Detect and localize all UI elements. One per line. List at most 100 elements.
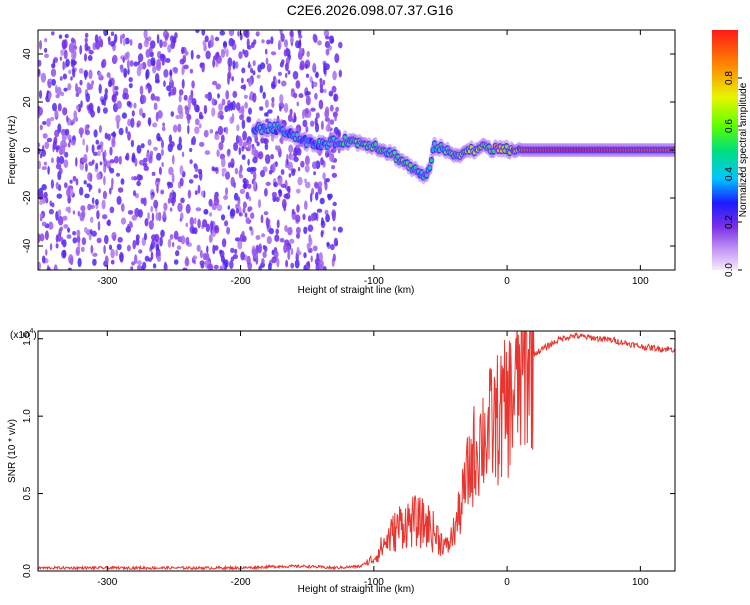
spectrogram-cell <box>330 244 335 251</box>
spectrogram-cell <box>131 261 136 266</box>
spectrogram-cell <box>88 69 93 80</box>
spectrogram-cell <box>169 75 173 83</box>
spectrogram-cell <box>167 238 172 248</box>
spectrogram-cell <box>193 174 199 179</box>
spectrogram-cell <box>75 178 79 186</box>
spectrogram-cell <box>212 80 218 86</box>
spectrogram-cell <box>96 172 101 181</box>
spectrogram-cell <box>314 183 319 189</box>
spectrogram-cell <box>103 175 106 186</box>
spectrogram-cell <box>304 63 309 69</box>
spectrogram-cell <box>253 179 257 190</box>
spectrogram-cell <box>312 81 318 88</box>
spectrogram-cell <box>211 97 215 106</box>
spectrogram-cell <box>168 91 171 97</box>
spectrogram-cell <box>257 151 264 160</box>
spectrogram-cell <box>191 227 196 234</box>
spectrogram-cell <box>103 244 106 255</box>
spectrogram-cell <box>133 190 136 197</box>
spectrogram-cell <box>97 144 102 150</box>
spectrogram-cell <box>70 76 73 81</box>
spectrogram-cell <box>152 122 158 128</box>
spectrogram-cell <box>60 144 66 155</box>
spectrogram-cell <box>168 182 174 189</box>
spectrogram-cell <box>75 246 81 257</box>
spectrogram-cell <box>305 73 310 79</box>
spectrogram-cell <box>118 127 124 136</box>
spectrogram-cell <box>256 74 261 79</box>
spectrogram-cell <box>293 147 298 158</box>
spectrogram-cell <box>318 260 324 268</box>
spectrogram-cell <box>259 62 266 70</box>
spectrogram-cell <box>213 197 220 206</box>
spectrogram-cell <box>225 90 230 100</box>
spectrogram-cell <box>250 67 254 74</box>
spectrogram-cell <box>245 191 250 200</box>
spectrogram-cell <box>287 186 291 193</box>
spectrogram-cell <box>331 165 336 170</box>
spectrogram-cell <box>325 213 330 223</box>
spectrogram-cell <box>58 34 63 39</box>
spectrogram-cell <box>172 66 178 73</box>
spectrogram-cell <box>327 194 332 201</box>
spectrogram-cell <box>112 54 118 64</box>
spectrogram-xtick-label: 0 <box>504 276 510 287</box>
spectrogram-cell <box>111 177 114 187</box>
spectrogram-cell <box>295 80 301 89</box>
spectrogram-cell <box>319 197 325 205</box>
spectrogram-cell <box>231 76 234 82</box>
spectrogram-cell <box>72 237 78 244</box>
spectrogram-cell <box>251 166 257 172</box>
spectrogram-cell <box>156 132 161 142</box>
spectrogram-cell <box>227 75 230 85</box>
spectrogram-cell <box>95 40 101 50</box>
spectrogram-xtick-label: -200 <box>231 276 251 287</box>
spectrogram-cell <box>302 213 306 220</box>
spectrogram-cell <box>252 92 257 103</box>
spectrogram-cell <box>285 72 288 78</box>
spectrogram-cell <box>220 158 226 168</box>
spectrogram-cell <box>264 48 268 55</box>
spectrogram-cell <box>246 38 250 48</box>
spectrogram-cell <box>219 114 224 120</box>
spectrogram-cell <box>52 58 56 68</box>
spectrogram-cell <box>44 53 49 58</box>
spectrogram-cell <box>110 259 115 265</box>
spectrogram-cell <box>206 245 209 254</box>
spectrogram-cell <box>69 179 73 184</box>
spectrogram-cell <box>248 196 252 202</box>
spectrogram-cell <box>315 191 319 201</box>
spectrogram-cell <box>151 212 155 222</box>
spectrogram-cell <box>181 151 185 158</box>
spectrogram-cell <box>201 62 205 73</box>
spectrogram-cell <box>62 107 68 116</box>
spectrogram-ytick-label: 40 <box>22 48 33 60</box>
spectrogram-cell <box>173 259 179 265</box>
spectrogram-cell <box>114 85 119 91</box>
spectrogram-cell <box>318 99 324 110</box>
spectrogram-cell <box>284 193 291 200</box>
spectrogram-cell <box>264 143 269 151</box>
spectrogram-cell <box>156 33 160 44</box>
spectrogram-cell <box>284 62 289 72</box>
spectrogram-cell <box>84 37 88 43</box>
spectrogram-cell <box>315 112 320 119</box>
spectrogram-cell <box>79 186 84 196</box>
spectrogram-cell <box>85 92 91 103</box>
spectrogram-cell <box>67 195 72 204</box>
spectrogram-cell <box>101 199 106 210</box>
spectrogram-cell <box>297 30 302 36</box>
spectrogram-cell <box>210 220 214 228</box>
spectrogram-cell <box>276 145 281 153</box>
spectrogram-cell <box>149 51 154 58</box>
spectrogram-cell <box>133 102 137 109</box>
spectrogram-cell <box>235 207 240 214</box>
spectrogram-cell <box>79 79 83 86</box>
spectrogram-cell <box>172 191 177 200</box>
spectrogram-cell <box>246 255 251 266</box>
snr-multiplier: (x104) <box>10 328 37 341</box>
spectrogram-cell <box>145 49 151 58</box>
spectrogram-cell <box>161 139 164 149</box>
spectrogram-cell <box>273 181 278 188</box>
